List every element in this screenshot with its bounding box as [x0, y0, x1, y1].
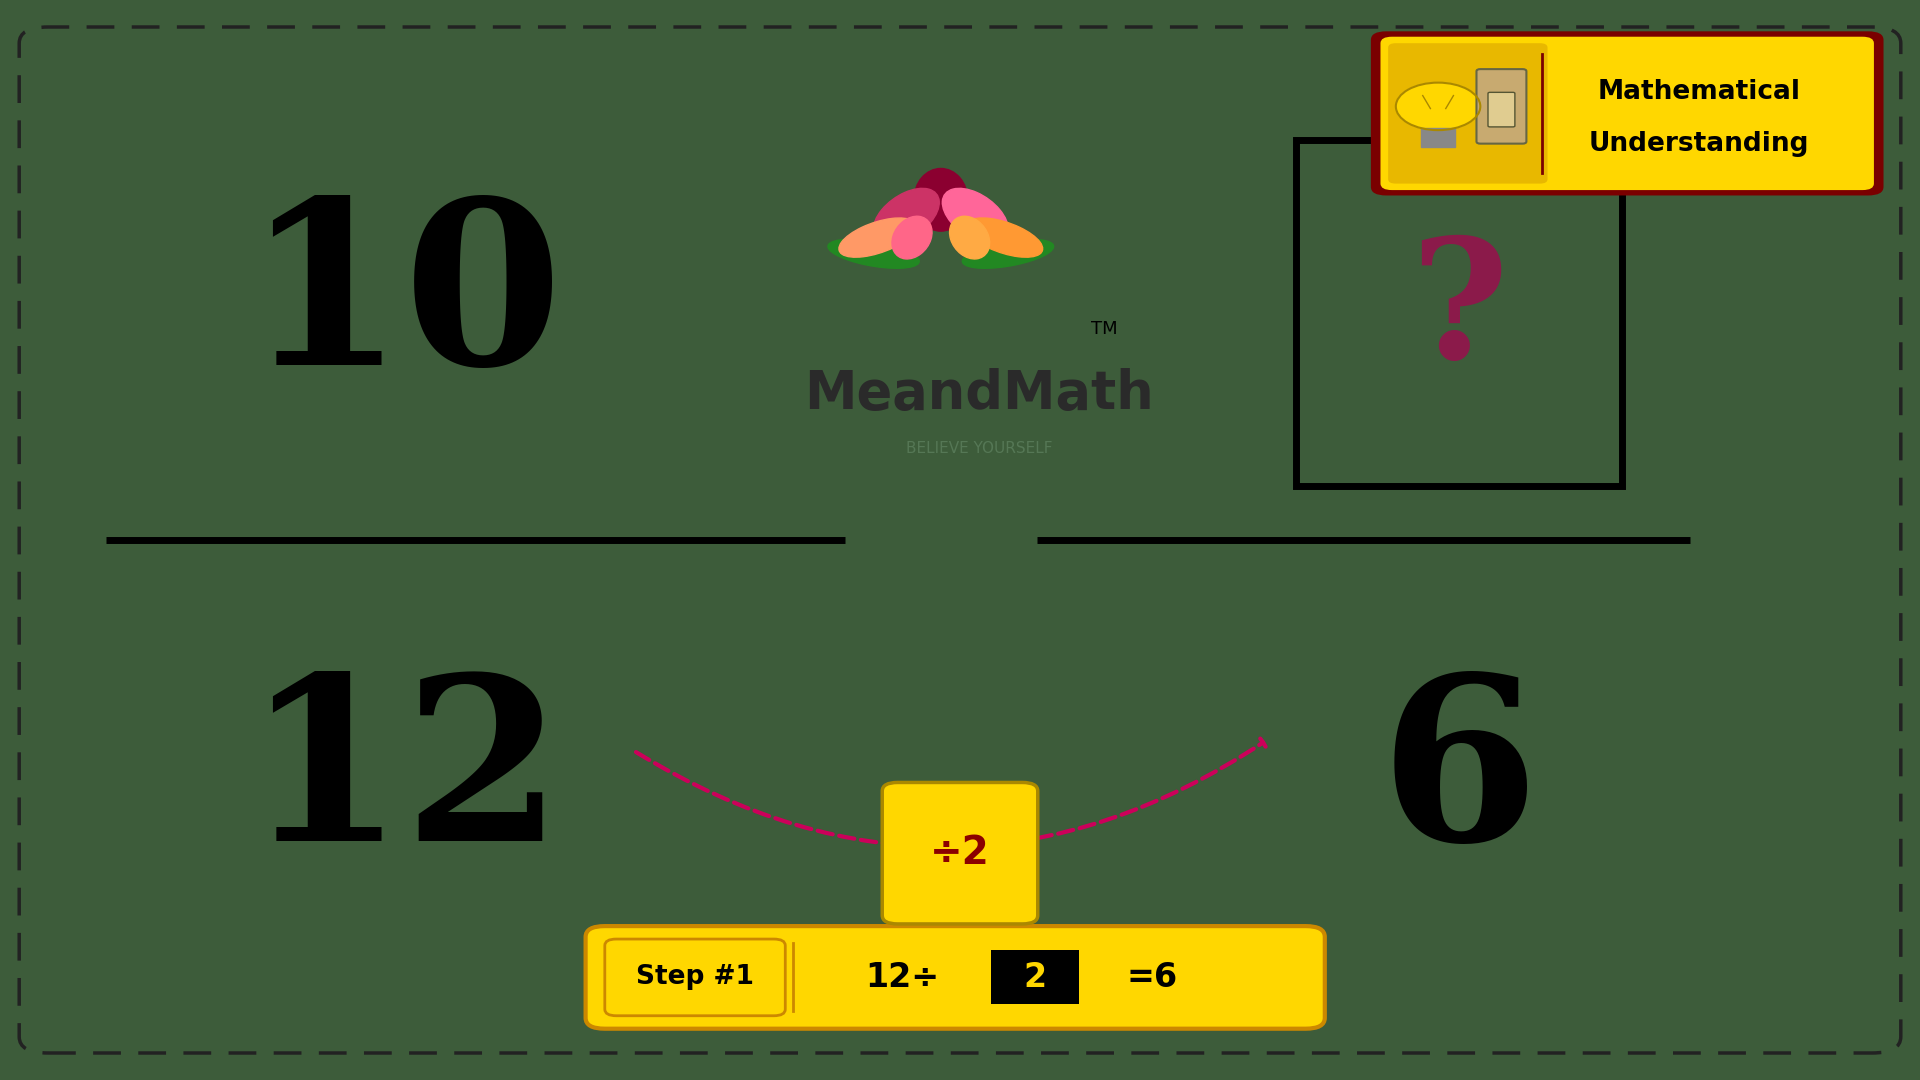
- Text: ?: ?: [1411, 232, 1507, 394]
- FancyBboxPatch shape: [586, 926, 1325, 1028]
- FancyBboxPatch shape: [991, 950, 1079, 1004]
- Bar: [1421, 127, 1455, 148]
- Text: 12: 12: [244, 666, 563, 889]
- Ellipse shape: [828, 240, 920, 268]
- FancyBboxPatch shape: [1488, 93, 1515, 127]
- Text: MeandMath: MeandMath: [804, 368, 1154, 420]
- Text: 2: 2: [1023, 961, 1046, 994]
- Ellipse shape: [839, 218, 916, 257]
- Text: ÷2: ÷2: [929, 834, 991, 873]
- Circle shape: [1396, 83, 1480, 130]
- FancyBboxPatch shape: [1371, 31, 1884, 195]
- Text: Mathematical: Mathematical: [1597, 79, 1801, 106]
- FancyBboxPatch shape: [1380, 37, 1874, 190]
- Ellipse shape: [874, 188, 939, 244]
- Ellipse shape: [950, 216, 989, 259]
- Ellipse shape: [962, 240, 1054, 268]
- FancyBboxPatch shape: [1476, 69, 1526, 144]
- Text: 12÷: 12÷: [866, 961, 939, 994]
- FancyBboxPatch shape: [605, 939, 785, 1015]
- Text: Understanding: Understanding: [1590, 132, 1809, 158]
- Text: Step #1: Step #1: [636, 964, 755, 990]
- Ellipse shape: [966, 218, 1043, 257]
- Ellipse shape: [943, 188, 1008, 244]
- FancyBboxPatch shape: [1388, 43, 1548, 184]
- Ellipse shape: [914, 168, 968, 231]
- Text: 6: 6: [1380, 666, 1538, 889]
- Text: BELIEVE YOURSELF: BELIEVE YOURSELF: [906, 441, 1052, 456]
- Text: =6: =6: [1127, 961, 1177, 994]
- Ellipse shape: [893, 216, 931, 259]
- FancyBboxPatch shape: [883, 782, 1037, 923]
- Text: 10: 10: [244, 191, 563, 414]
- FancyBboxPatch shape: [1296, 140, 1622, 486]
- Text: TM: TM: [1091, 321, 1117, 338]
